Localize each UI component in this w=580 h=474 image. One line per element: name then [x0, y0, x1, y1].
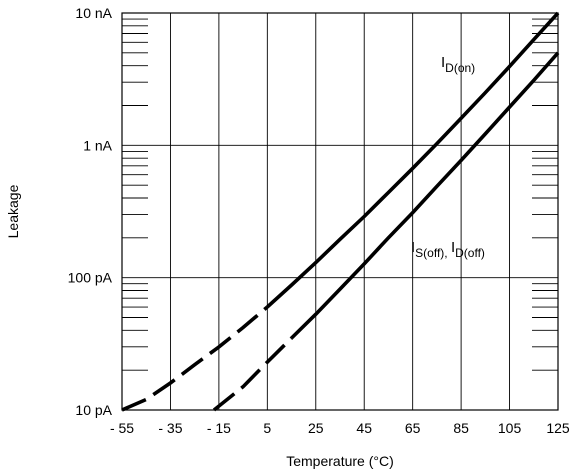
label-id-off-sub: D(off)	[455, 246, 485, 260]
series-0-dashed-segment	[121, 305, 269, 412]
y-tick-label: 1 nA	[83, 137, 112, 153]
label-is-off-sub: S(off)	[415, 246, 444, 260]
minor-ticks	[122, 18, 558, 371]
y-tick-label: 100 pA	[68, 270, 113, 286]
x-tick-label: - 35	[158, 420, 182, 436]
x-tick-labels: - 55 - 35 - 15 5 25 45 65 85 105 125	[110, 420, 570, 436]
label-is-off-id-off: IS(off), ID(off)	[411, 239, 485, 260]
series-1-solid-segment	[290, 51, 560, 340]
label-id-on-main: I	[441, 54, 445, 71]
x-axis-title: Temperature (°C)	[286, 453, 394, 469]
series-lines	[121, 11, 560, 412]
label-separator: ,	[444, 246, 451, 260]
plot-frame	[121, 12, 559, 411]
x-tick-label: 85	[453, 420, 469, 436]
x-tick-label: 5	[263, 420, 271, 436]
y-axis-title: Leakage	[5, 184, 21, 238]
x-tick-label: - 15	[207, 420, 231, 436]
series-1-dashed-segment	[212, 336, 293, 412]
label-is-off-main: I	[411, 239, 415, 256]
grid	[121, 12, 559, 411]
x-tick-label: 45	[356, 420, 372, 436]
x-tick-label: 105	[498, 420, 522, 436]
y-tick-label: 10 nA	[75, 5, 112, 21]
y-tick-labels: 10 pA 100 pA 1 nA 10 nA	[68, 5, 113, 418]
label-id-on: ID(on)	[441, 54, 475, 75]
x-tick-label: 65	[405, 420, 421, 436]
y-tick-label: 10 pA	[75, 402, 112, 418]
series-0-solid-segment	[266, 11, 560, 309]
x-tick-label: 25	[308, 420, 324, 436]
x-tick-label: 125	[546, 420, 570, 436]
label-id-off-main: I	[451, 239, 455, 256]
x-tick-label: - 55	[110, 420, 134, 436]
label-id-on-sub: D(on)	[445, 61, 475, 75]
